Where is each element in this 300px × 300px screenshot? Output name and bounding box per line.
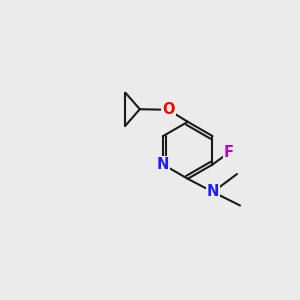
Text: O: O (162, 102, 175, 117)
Text: N: N (157, 157, 169, 172)
Text: N: N (207, 184, 219, 200)
Text: F: F (224, 145, 234, 160)
